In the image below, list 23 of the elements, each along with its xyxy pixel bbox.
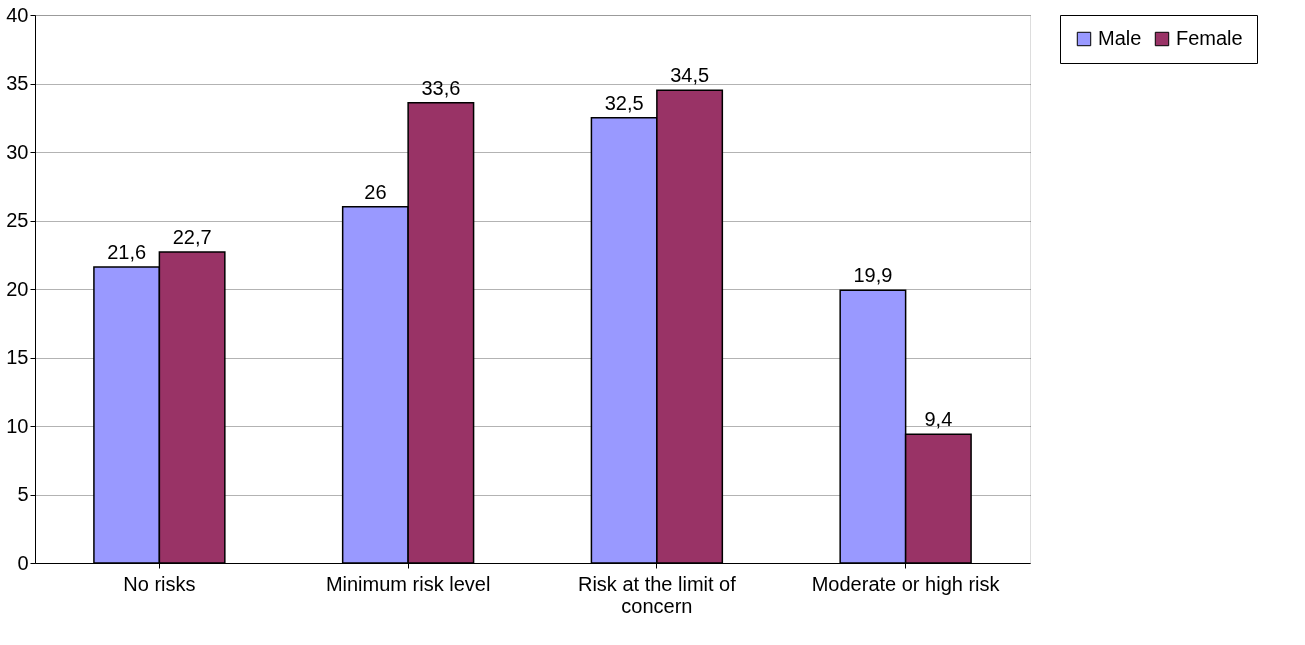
data-label: 21,6: [107, 241, 147, 264]
legend-label: Male: [1098, 27, 1142, 49]
y-tick-label: 15: [6, 346, 29, 368]
y-tick-label: 0: [17, 551, 29, 574]
data-label: 33,6: [421, 76, 461, 99]
x-tick-label: No risks: [123, 572, 196, 595]
y-tick-label: 5: [17, 483, 29, 505]
y-tick-label: 10: [6, 414, 29, 437]
data-label: 32,5: [604, 91, 644, 114]
data-label: 9,4: [924, 408, 953, 431]
x-tick-label: Minimum risk level: [325, 572, 491, 595]
y-tick-label: 20: [6, 277, 29, 300]
data-label: 22,7: [172, 226, 212, 249]
data-label: 34,5: [670, 64, 710, 87]
x-tick-label: Risk at the limit of concern: [577, 572, 737, 617]
legend-label: Female: [1176, 27, 1243, 49]
y-tick-label: 25: [6, 209, 29, 231]
y-tick-label: 30: [6, 140, 29, 163]
x-tick-label: Moderate or high risk: [811, 572, 1001, 595]
data-label: 26: [364, 180, 387, 203]
data-label: 19,9: [853, 264, 893, 287]
y-tick-label: 35: [6, 72, 29, 94]
y-tick-label: 40: [6, 3, 29, 26]
